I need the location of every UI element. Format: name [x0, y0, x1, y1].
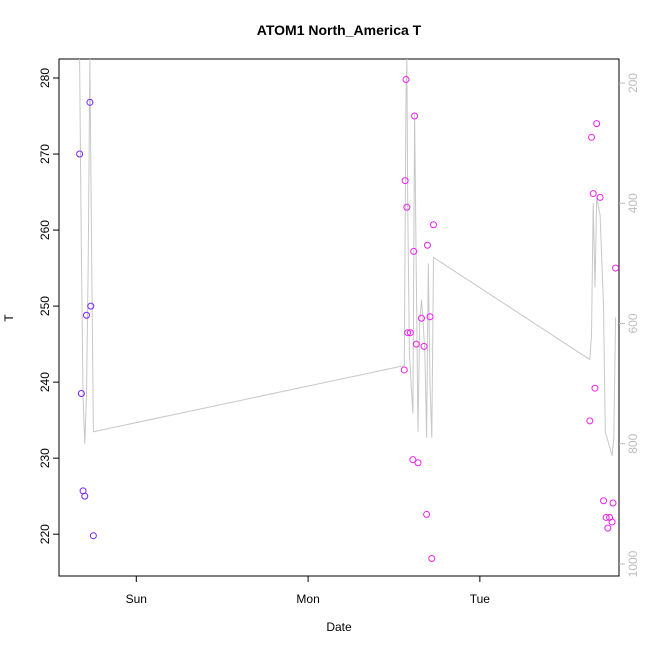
x-tick-label: Tue [470, 592, 491, 606]
data-point [429, 221, 437, 229]
chart-title: ATOM1 North_America T [257, 22, 422, 38]
data-point [596, 193, 604, 201]
data-point [404, 329, 412, 337]
y-tick-label: 270 [38, 144, 52, 164]
data-point [412, 340, 420, 348]
data-point [77, 390, 85, 398]
data-point [82, 311, 90, 319]
data-point [76, 150, 84, 158]
y-tick-label: 240 [38, 372, 52, 392]
data-point [604, 524, 612, 532]
data-point [600, 497, 608, 505]
data-point [591, 384, 599, 392]
y-tick-label: 280 [38, 68, 52, 88]
data-point [411, 112, 419, 120]
data-point [414, 459, 422, 467]
right-tick-label: 800 [626, 433, 640, 453]
data-point [87, 302, 95, 310]
data-point [589, 190, 597, 198]
data-point [423, 241, 431, 249]
data-point [608, 518, 616, 526]
data-point [403, 203, 411, 211]
right-tick-label: 600 [626, 313, 640, 333]
x-tick-label: Sun [126, 592, 147, 606]
data-point [410, 247, 418, 255]
data-point [417, 314, 425, 322]
y-tick-label: 260 [38, 220, 52, 240]
data-point [409, 456, 417, 464]
data-point [406, 329, 414, 337]
data-point [401, 177, 409, 185]
y-tick-label: 250 [38, 296, 52, 316]
data-point [400, 366, 408, 374]
data-point [86, 98, 94, 106]
right-tick-label: 400 [626, 193, 640, 213]
data-point [426, 313, 434, 321]
data-point [588, 133, 596, 141]
plot-frame [58, 58, 620, 577]
pressure-line [79, 59, 617, 456]
y-axis-label: T [2, 314, 16, 322]
y-tick-label: 230 [38, 448, 52, 468]
right-tick-label: 1000 [626, 550, 640, 577]
right-tick-label: 200 [626, 73, 640, 93]
data-point [612, 264, 620, 272]
x-tick-label: Mon [296, 592, 319, 606]
chart-marks: 220 230 240 250 260 270 280 200 400 600 800 1000 Sun… [38, 59, 640, 606]
data-point [420, 342, 428, 350]
data-point [602, 513, 610, 521]
y-tick-label: 220 [38, 524, 52, 544]
data-point [89, 532, 97, 540]
data-point [593, 120, 601, 128]
data-point [586, 417, 594, 425]
data-point [423, 510, 431, 518]
data-point [609, 499, 617, 507]
x-axis-label: Date [326, 620, 352, 634]
data-point [402, 76, 410, 84]
data-point [428, 555, 436, 563]
data-point [81, 492, 89, 500]
